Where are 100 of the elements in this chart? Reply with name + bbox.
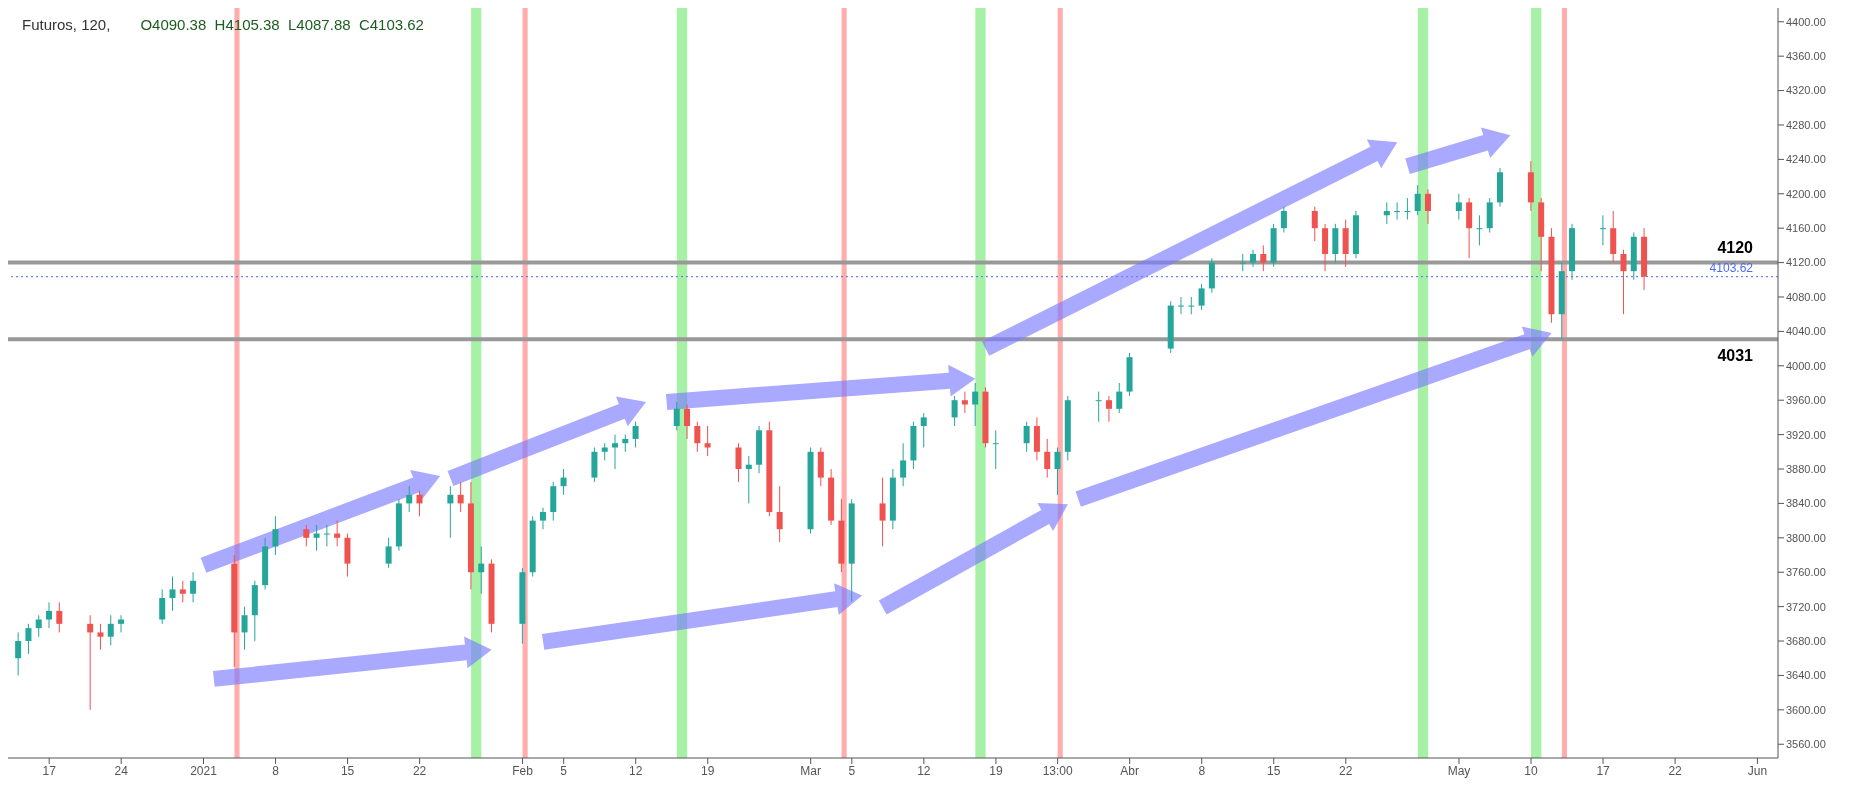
candlestick bbox=[612, 434, 619, 470]
x-tick-label: 5 bbox=[848, 763, 856, 778]
candlestick bbox=[416, 490, 423, 517]
x-tick-label: Mar bbox=[800, 763, 822, 778]
candlestick bbox=[272, 515, 279, 556]
candlestick bbox=[1383, 201, 1390, 225]
x-tick-label: 12 bbox=[917, 763, 931, 778]
x-tick-label: 24 bbox=[114, 763, 129, 778]
x-tick-label: 10 bbox=[1524, 763, 1539, 778]
x-tick-label: Feb bbox=[512, 763, 534, 778]
candlestick bbox=[879, 477, 886, 547]
candlestick bbox=[694, 421, 701, 453]
candlestick bbox=[992, 429, 999, 470]
x-tick-label: 12 bbox=[629, 763, 643, 778]
y-tick-label: 3960.00 bbox=[1786, 394, 1826, 407]
x-tick-label: 19 bbox=[989, 763, 1003, 778]
candlestick bbox=[1404, 197, 1411, 221]
y-tick-label: 4000.00 bbox=[1786, 359, 1826, 372]
candlestick bbox=[1311, 206, 1318, 242]
y-tick-label: 3640.00 bbox=[1786, 669, 1826, 682]
candlestick bbox=[241, 606, 248, 651]
y-tick-label: 4200.00 bbox=[1786, 187, 1826, 200]
candlestick bbox=[457, 481, 464, 513]
x-tick-label: 15 bbox=[340, 763, 355, 778]
candlestick bbox=[1054, 447, 1061, 496]
candlestick bbox=[334, 520, 341, 547]
candlestick bbox=[684, 404, 691, 440]
text: Futuros, 120, bbox=[22, 16, 111, 33]
candlestick bbox=[673, 401, 680, 431]
candlestick bbox=[478, 545, 485, 595]
x-tick-label: 13:00 bbox=[1042, 763, 1073, 778]
candlestick bbox=[385, 537, 392, 569]
candlestick bbox=[560, 468, 567, 496]
candlestick bbox=[961, 391, 968, 414]
y-tick-label: 4320.00 bbox=[1786, 84, 1826, 97]
candlestick bbox=[776, 485, 783, 543]
candlestick bbox=[323, 524, 330, 547]
candlestick bbox=[118, 614, 125, 633]
candlestick bbox=[35, 614, 42, 638]
x-tick-label: 19 bbox=[701, 763, 715, 778]
candlestick bbox=[313, 524, 320, 552]
y-tick-label: 4280.00 bbox=[1786, 118, 1826, 131]
candlestick bbox=[303, 524, 310, 547]
candlestick bbox=[1394, 201, 1401, 221]
candlestick bbox=[1198, 283, 1205, 311]
candlestick bbox=[25, 623, 32, 655]
candlestick bbox=[1239, 253, 1246, 272]
candlestick bbox=[1177, 296, 1184, 315]
ref-line-label: 4103.62 bbox=[1709, 260, 1754, 275]
candlestick bbox=[1455, 193, 1462, 221]
candlestick bbox=[900, 442, 907, 487]
y-tick-label: 4240.00 bbox=[1786, 153, 1826, 166]
ref-line-label: 4031 bbox=[1717, 347, 1754, 365]
candlestick bbox=[87, 614, 94, 711]
x-tick-label: 22 bbox=[1339, 763, 1353, 778]
candlestick bbox=[704, 425, 711, 457]
ref-line-label: 4120 bbox=[1717, 238, 1754, 256]
y-tick-label: 3600.00 bbox=[1786, 703, 1826, 716]
candlestick bbox=[1250, 249, 1257, 268]
y-tick-label: 4360.00 bbox=[1786, 50, 1826, 63]
x-tick-label: 22 bbox=[412, 763, 427, 778]
candlestick bbox=[56, 601, 63, 633]
candlestick bbox=[951, 395, 958, 427]
x-tick-label: May bbox=[1447, 763, 1471, 778]
y-tick-label: 4080.00 bbox=[1786, 290, 1826, 303]
candlestick bbox=[15, 631, 22, 676]
y-tick-label: 4400.00 bbox=[1786, 15, 1826, 28]
candlestick bbox=[107, 614, 114, 646]
candlestick bbox=[447, 485, 454, 539]
candlestick bbox=[1620, 249, 1627, 315]
y-tick-label: 3720.00 bbox=[1786, 600, 1826, 613]
candlestick bbox=[1414, 184, 1421, 216]
x-tick-label: 8 bbox=[272, 763, 280, 778]
y-tick-label: 3920.00 bbox=[1786, 428, 1826, 441]
x-tick-label: 15 bbox=[1267, 763, 1281, 778]
candlestick bbox=[190, 571, 197, 603]
candlestick bbox=[972, 382, 979, 427]
candlestick bbox=[745, 455, 752, 504]
candlestick bbox=[179, 580, 186, 603]
y-tick-label: 3840.00 bbox=[1786, 497, 1826, 510]
candlestick bbox=[1044, 438, 1051, 479]
x-tick-label: 8 bbox=[1198, 763, 1206, 778]
x-tick-label: 17 bbox=[1596, 763, 1611, 778]
y-tick-label: 3680.00 bbox=[1786, 634, 1826, 647]
candlestick bbox=[1280, 206, 1287, 233]
x-tick-label: Abr bbox=[1120, 763, 1140, 778]
x-tick-label: 17 bbox=[42, 763, 57, 778]
candlestick bbox=[1095, 391, 1102, 423]
x-tick-label: Jun bbox=[1747, 763, 1768, 778]
y-tick-label: 3560.00 bbox=[1786, 738, 1826, 751]
candlestick bbox=[1105, 395, 1112, 423]
candlestick bbox=[1424, 188, 1431, 225]
x-tick-label: 2021 bbox=[190, 763, 218, 778]
candlestick bbox=[406, 485, 413, 513]
candlestick bbox=[97, 623, 104, 651]
candlestick bbox=[159, 588, 166, 625]
candlestick bbox=[539, 507, 546, 530]
x-tick-label: 5 bbox=[560, 763, 568, 778]
y-tick-label: 4120.00 bbox=[1786, 256, 1826, 269]
y-tick-label: 3760.00 bbox=[1786, 566, 1826, 579]
